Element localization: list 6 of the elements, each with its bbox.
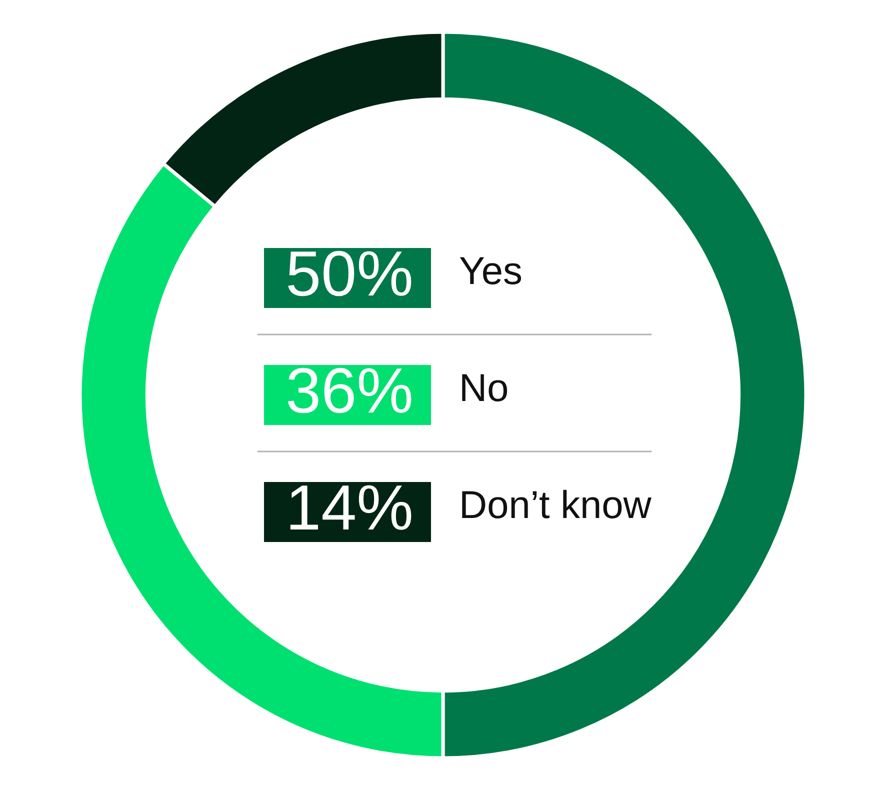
legend-label: No — [462, 374, 508, 402]
legend-label: Don’t know — [462, 490, 652, 518]
data-label: 50% — [288, 250, 412, 296]
legend-label: Yes — [460, 257, 522, 284]
data-label: 36% — [288, 368, 412, 414]
data-label: 14% — [290, 485, 412, 530]
